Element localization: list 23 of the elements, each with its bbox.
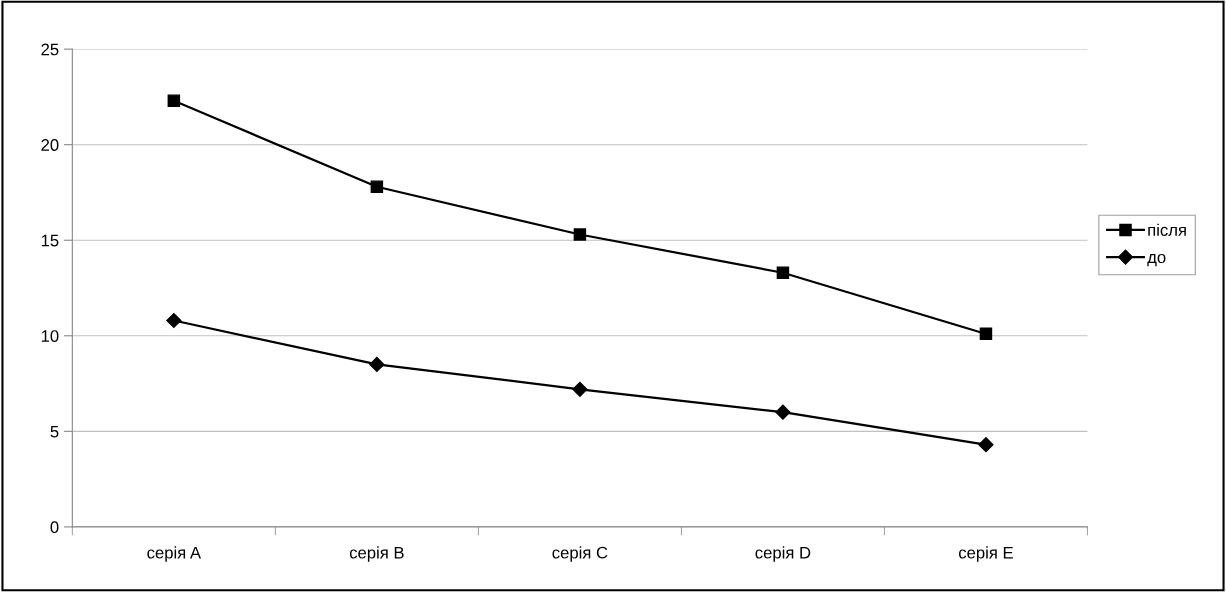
point — [979, 327, 993, 341]
point — [167, 94, 181, 107]
y-tick-label: 15 — [41, 234, 59, 247]
point — [978, 437, 994, 453]
y-tick-label: 0 — [50, 521, 59, 534]
legend-label: до — [1147, 253, 1166, 267]
legend-label: після — [1148, 223, 1186, 236]
y-tick-label: 25 — [41, 43, 59, 56]
x-tick-label: серія B — [349, 546, 404, 562]
x-tick-label: серія A — [147, 546, 202, 562]
x-tick-label: серія C — [552, 546, 608, 562]
point — [573, 228, 587, 241]
point — [572, 381, 588, 397]
x-tick-label: серія E — [958, 546, 1013, 562]
point — [775, 404, 791, 420]
point — [370, 180, 384, 193]
point — [166, 312, 182, 329]
point — [776, 266, 790, 279]
y-tick-label: 10 — [41, 330, 59, 342]
y-tick-label: 20 — [41, 139, 59, 151]
x-tick-label: серія D — [755, 546, 811, 562]
y-tick-label: 5 — [50, 425, 59, 438]
point — [369, 356, 385, 373]
